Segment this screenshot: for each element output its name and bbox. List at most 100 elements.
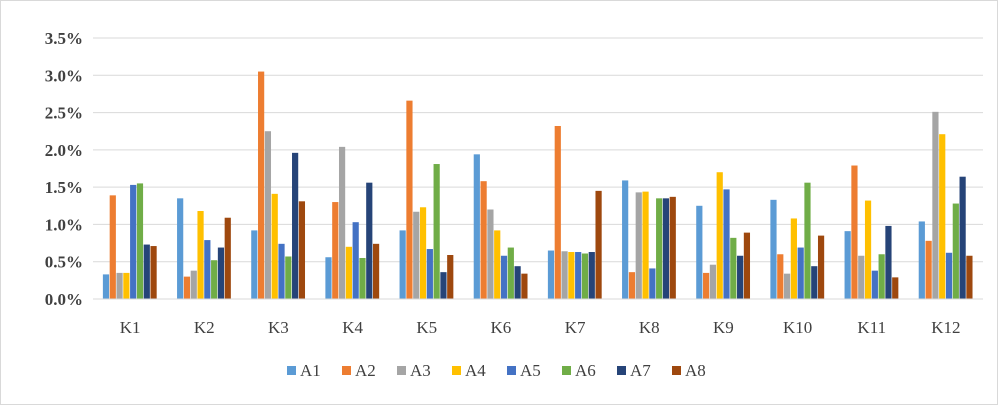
- bar-a4-k12: [939, 134, 946, 299]
- bar-a6-k8: [656, 198, 663, 299]
- bar-a2-k6: [480, 181, 487, 299]
- bar-a4-k1: [123, 272, 130, 299]
- bar-a8-k5: [447, 255, 454, 299]
- bar-a4-k5: [419, 207, 427, 299]
- y-tick-label: 3.5%: [45, 29, 83, 48]
- bar-a5-k3: [278, 243, 285, 299]
- gridlines: [93, 37, 983, 263]
- bar-a2-k7: [554, 125, 561, 300]
- legend-label-a5: A5: [520, 361, 541, 380]
- x-tick-label: K5: [416, 318, 437, 337]
- bar-a7-k8: [662, 198, 670, 299]
- bar-a8-k4: [372, 243, 380, 299]
- bar-a1-k10: [770, 199, 777, 299]
- bar-a3-k6: [487, 209, 494, 299]
- bar-a5-k6: [500, 255, 508, 299]
- bar-a5-k8: [649, 268, 656, 299]
- legend-label-a1: A1: [300, 361, 321, 380]
- bar-a2-k2: [183, 276, 191, 299]
- bar-a2-k3: [258, 71, 265, 299]
- bar-a1-k2: [177, 198, 184, 299]
- x-tick-label: K6: [491, 318, 512, 337]
- y-tick-label: 1.0%: [45, 215, 83, 234]
- bar-a6-k1: [136, 183, 144, 299]
- legend-label-a7: A7: [630, 361, 651, 380]
- bar-a6-k12: [952, 203, 959, 299]
- bar-a7-k1: [143, 244, 150, 299]
- bar-a1-k1: [102, 274, 110, 299]
- bar-a5-k7: [575, 252, 582, 299]
- legend-label-a2: A2: [355, 361, 376, 380]
- bar-a2-k1: [109, 195, 116, 299]
- bar-a8-k11: [892, 277, 899, 299]
- legend-swatch-a7: [617, 366, 626, 375]
- y-tick-label: 3.0%: [45, 66, 83, 85]
- x-tick-label: K9: [713, 318, 734, 337]
- legend-swatch-a1: [287, 366, 296, 375]
- bar-a2-k4: [332, 202, 339, 299]
- bar-a3-k3: [264, 131, 272, 299]
- legend-swatch-a8: [672, 366, 681, 375]
- bars: [102, 71, 973, 300]
- bar-a3-k4: [338, 146, 346, 299]
- bar-a4-k8: [642, 191, 649, 299]
- bar-a3-k8: [635, 192, 642, 299]
- bar-a1-k5: [399, 230, 406, 299]
- bar-a4-k10: [790, 218, 797, 299]
- bar-a6-k7: [581, 253, 589, 299]
- legend-label-a4: A4: [465, 361, 486, 380]
- legend-swatch-a6: [562, 366, 571, 375]
- bar-a7-k5: [440, 272, 447, 299]
- x-tick-label: K2: [194, 318, 215, 337]
- bar-a6-k6: [507, 247, 514, 299]
- bar-a3-k12: [932, 111, 939, 299]
- bar-a1-k8: [622, 180, 629, 299]
- legend: A1 A2 A3 A4 A5 A6 A7 A8: [287, 361, 706, 380]
- bar-a5-k11: [871, 270, 878, 299]
- bar-a3-k1: [116, 272, 123, 299]
- bar-a2-k10: [777, 254, 784, 299]
- legend-swatch-a2: [342, 366, 351, 375]
- bar-a4-k7: [568, 252, 575, 299]
- bar-a5-k9: [723, 189, 730, 299]
- bar-a7-k4: [366, 182, 373, 299]
- bar-a1-k11: [844, 231, 851, 299]
- x-tick-label: K11: [857, 318, 886, 337]
- bar-a2-k12: [925, 240, 932, 299]
- x-tick-label: K12: [931, 318, 960, 337]
- legend-swatch-a4: [452, 366, 461, 375]
- bar-a3-k11: [858, 255, 865, 299]
- x-tick-label: K3: [268, 318, 289, 337]
- x-axis-ticks: K1 K2 K3 K4 K5 K6 K7 K8 K9 K10 K11 K12: [120, 318, 961, 337]
- bar-a8-k12: [966, 255, 973, 299]
- bar-a7-k6: [514, 266, 521, 299]
- bar-a8-k7: [595, 190, 602, 299]
- y-tick-label: 0.5%: [45, 253, 83, 272]
- bar-a5-k12: [945, 252, 953, 299]
- y-tick-label: 1.5%: [45, 178, 83, 197]
- bar-a1-k9: [696, 205, 703, 299]
- bar-a1-k4: [325, 257, 332, 299]
- bar-a7-k11: [885, 225, 892, 299]
- bar-a2-k11: [851, 165, 858, 299]
- bar-a3-k5: [413, 211, 420, 299]
- bar-a8-k3: [298, 201, 306, 299]
- bar-a6-k4: [359, 257, 366, 299]
- legend-label-a6: A6: [575, 361, 596, 380]
- bar-a6-k11: [878, 254, 885, 299]
- y-tick-label: 2.5%: [45, 104, 83, 123]
- bar-a5-k2: [204, 240, 211, 299]
- bar-a6-k10: [804, 182, 811, 299]
- bar-a6-k5: [433, 164, 440, 299]
- bar-a5-k5: [426, 249, 433, 299]
- bar-a4-k9: [716, 172, 723, 299]
- bar-a8-k1: [150, 246, 157, 299]
- bar-a3-k7: [561, 251, 568, 299]
- bar-a1-k6: [473, 154, 480, 299]
- x-tick-label: K4: [342, 318, 363, 337]
- bar-a7-k9: [737, 255, 744, 299]
- legend-label-a3: A3: [410, 361, 431, 380]
- bar-a2-k9: [703, 272, 710, 299]
